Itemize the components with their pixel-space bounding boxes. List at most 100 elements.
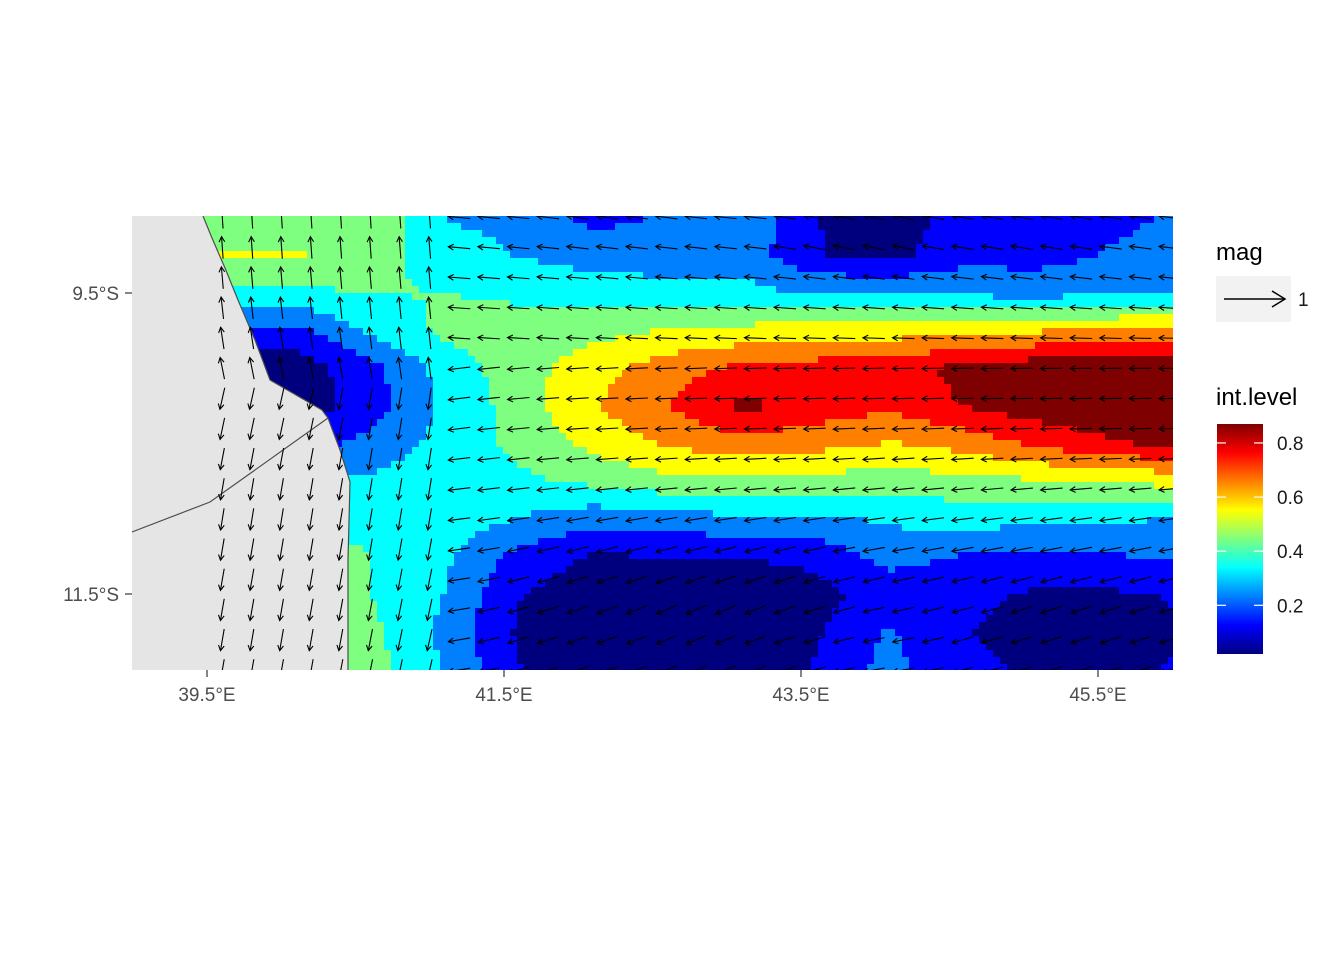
fill-cell bbox=[1133, 335, 1141, 343]
fill-cell bbox=[867, 272, 875, 280]
fill-cell bbox=[888, 419, 896, 427]
fill-cell bbox=[1105, 377, 1113, 385]
fill-cell bbox=[510, 230, 518, 238]
fill-cell bbox=[1042, 440, 1050, 448]
fill-cell bbox=[1021, 286, 1029, 294]
fill-cell bbox=[804, 230, 812, 238]
fill-cell bbox=[608, 349, 616, 357]
fill-cell bbox=[300, 251, 308, 259]
fill-cell bbox=[1000, 426, 1008, 434]
fill-cell bbox=[356, 433, 364, 441]
fill-cell bbox=[874, 314, 882, 322]
fill-cell bbox=[699, 433, 707, 441]
fill-cell bbox=[713, 419, 721, 427]
fill-cell bbox=[720, 265, 728, 273]
fill-cell bbox=[1000, 328, 1008, 336]
fill-cell bbox=[972, 258, 980, 266]
fill-cell bbox=[559, 251, 567, 259]
fill-cell bbox=[748, 272, 756, 280]
fill-cell bbox=[629, 230, 637, 238]
fill-cell bbox=[1056, 321, 1064, 329]
fill-cell bbox=[1098, 356, 1106, 364]
fill-cell bbox=[293, 251, 301, 259]
fill-cell bbox=[930, 412, 938, 420]
fill-cell bbox=[860, 419, 868, 427]
fill-cell bbox=[468, 342, 476, 350]
fill-cell bbox=[944, 405, 952, 413]
fill-cell bbox=[916, 433, 924, 441]
fill-cell bbox=[783, 286, 791, 294]
fill-cell bbox=[944, 293, 952, 301]
fill-cell bbox=[335, 300, 343, 308]
fill-cell bbox=[482, 251, 490, 259]
fill-cell bbox=[944, 384, 952, 392]
fill-cell bbox=[972, 349, 980, 357]
fill-cell bbox=[930, 384, 938, 392]
fill-cell bbox=[1126, 405, 1134, 413]
fill-cell bbox=[699, 377, 707, 385]
fill-cell bbox=[1070, 321, 1078, 329]
fill-cell bbox=[720, 342, 728, 350]
fill-cell bbox=[748, 419, 756, 427]
fill-cell bbox=[706, 293, 714, 301]
fill-cell bbox=[1007, 251, 1015, 259]
fill-cell bbox=[559, 286, 567, 294]
fill-cell bbox=[790, 426, 798, 434]
fill-cell bbox=[531, 272, 539, 280]
fill-cell bbox=[1007, 328, 1015, 336]
fill-cell bbox=[783, 258, 791, 266]
fill-cell bbox=[685, 328, 693, 336]
fill-cell bbox=[629, 328, 637, 336]
fill-cell bbox=[1126, 223, 1134, 231]
fill-cell bbox=[377, 342, 385, 350]
fill-cell bbox=[1035, 391, 1043, 399]
fill-cell bbox=[811, 433, 819, 441]
fill-cell bbox=[685, 433, 693, 441]
fill-cell bbox=[356, 293, 364, 301]
fill-cell bbox=[1014, 265, 1022, 273]
fill-cell bbox=[468, 321, 476, 329]
fill-cell bbox=[1014, 377, 1022, 385]
fill-cell bbox=[566, 286, 574, 294]
fill-cell bbox=[643, 363, 651, 371]
fill-cell bbox=[454, 321, 462, 329]
fill-cell bbox=[419, 349, 427, 357]
fill-cell bbox=[265, 328, 273, 336]
fill-cell bbox=[664, 279, 672, 287]
fill-cell bbox=[1014, 349, 1022, 357]
fill-cell bbox=[881, 265, 889, 273]
fill-cell bbox=[895, 433, 903, 441]
fill-cell bbox=[517, 328, 525, 336]
fill-cell bbox=[1063, 419, 1071, 427]
fill-cell bbox=[853, 258, 861, 266]
fill-cell bbox=[503, 279, 511, 287]
fill-cell bbox=[874, 328, 882, 336]
fill-cell bbox=[286, 363, 294, 371]
fill-cell bbox=[328, 230, 336, 238]
fill-cell bbox=[475, 251, 483, 259]
fill-cell bbox=[888, 440, 896, 448]
fill-cell bbox=[391, 363, 399, 371]
fill-cell bbox=[405, 251, 413, 259]
fill-cell bbox=[769, 405, 777, 413]
fill-cell bbox=[377, 237, 385, 245]
fill-cell bbox=[566, 293, 574, 301]
fill-cell bbox=[461, 349, 469, 357]
fill-cell bbox=[580, 279, 588, 287]
fill-cell bbox=[573, 279, 581, 287]
fill-cell bbox=[531, 258, 539, 266]
fill-cell bbox=[1140, 349, 1148, 357]
fill-cell bbox=[510, 328, 518, 336]
fill-cell bbox=[699, 356, 707, 364]
fill-cell bbox=[1021, 237, 1029, 245]
fill-cell bbox=[993, 391, 1001, 399]
fill-cell bbox=[643, 391, 651, 399]
fill-cell bbox=[335, 230, 343, 238]
fill-cell bbox=[832, 251, 840, 259]
fill-cell bbox=[1105, 342, 1113, 350]
fill-cell bbox=[1014, 433, 1022, 441]
fill-cell bbox=[314, 272, 322, 280]
fill-cell bbox=[930, 433, 938, 441]
fill-cell bbox=[286, 314, 294, 322]
fill-cell bbox=[356, 251, 364, 259]
